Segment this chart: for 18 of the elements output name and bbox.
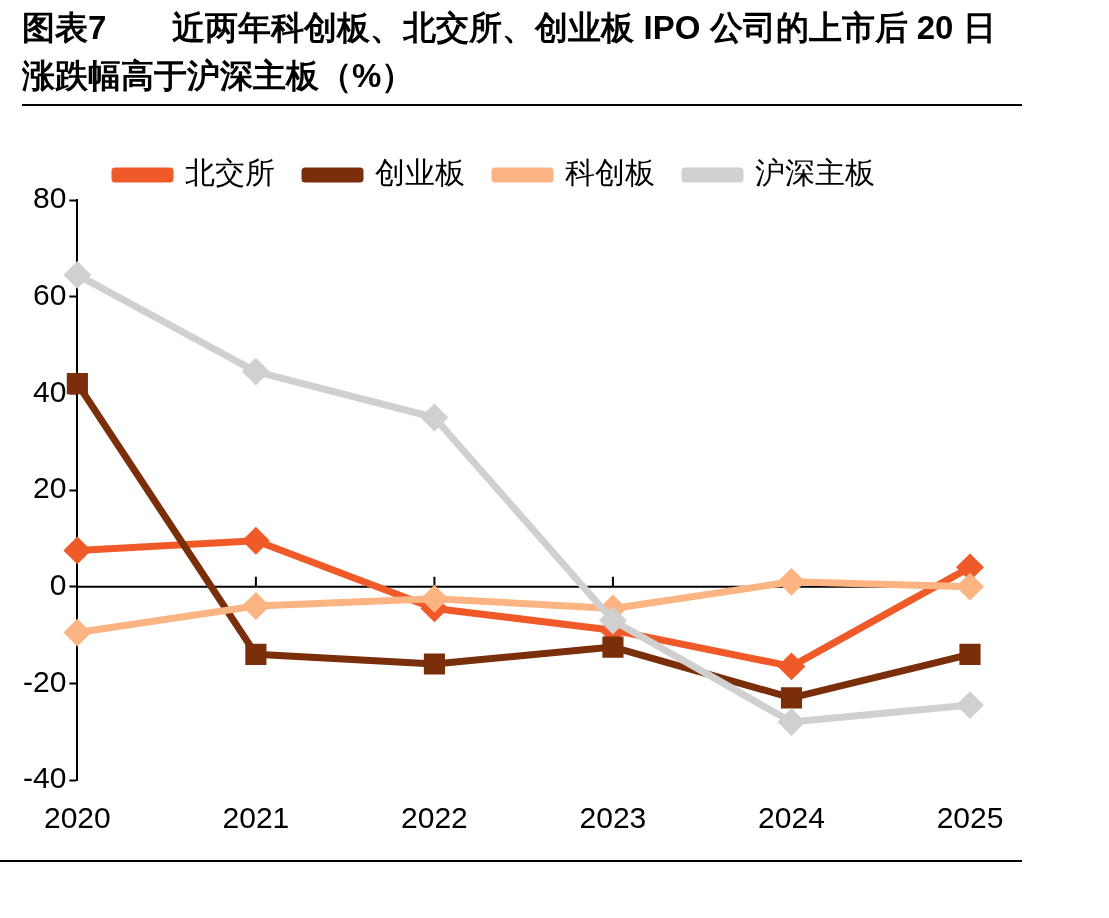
legend-label: 沪深主板	[755, 156, 875, 190]
y-tick-label: 20	[32, 471, 67, 505]
legend-label: 创业板	[375, 156, 465, 190]
x-tick-label: 2023	[579, 801, 647, 835]
x-tick-label: 2020	[43, 801, 111, 835]
x-tick-label: 2021	[222, 801, 290, 835]
legend-label: 科创板	[565, 156, 655, 190]
y-tick-label: 60	[32, 277, 67, 311]
legend-label: 北交所	[185, 156, 275, 190]
x-tick-label: 2022	[401, 801, 468, 835]
y-tick-label: -20	[23, 664, 67, 698]
y-tick-label: 80	[32, 181, 67, 215]
y-tick-label: 40	[32, 374, 67, 408]
x-tick-label: 2024	[758, 801, 825, 835]
chart-title: 图表7 近两年科创板、北交所、创业板 IPO 公司的上市后 20 日涨跌幅高于沪深主板（%）	[22, 4, 1022, 106]
x-tick-label: 2025	[936, 801, 1004, 835]
y-tick-label: 0	[49, 567, 67, 601]
y-tick-label: -40	[23, 761, 67, 795]
